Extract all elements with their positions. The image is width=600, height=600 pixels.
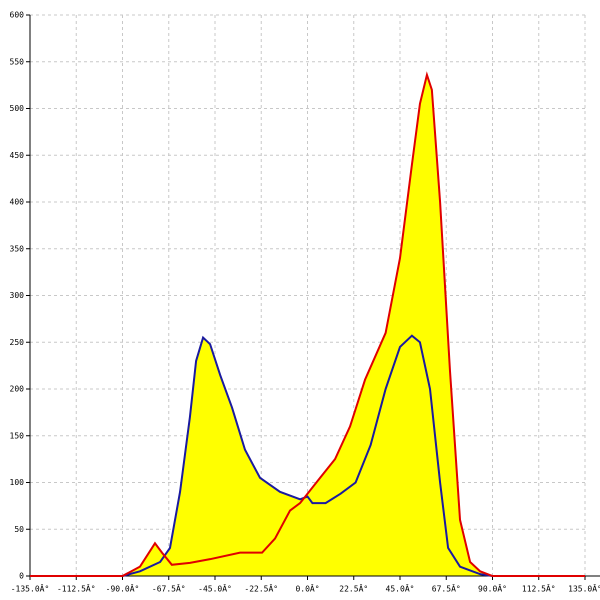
x-tick-label: 112.5Â° (522, 583, 556, 594)
y-tick-label: 400 (10, 198, 25, 207)
x-tick-label: 67.5Â° (432, 583, 461, 594)
x-tick-label: -67.5Â° (152, 583, 186, 594)
x-tick-label: -22.5Â° (244, 583, 278, 594)
x-tick-label: 90.0Â° (478, 583, 507, 594)
x-tick-label: -112.5Â° (57, 583, 96, 594)
x-tick-label: 135.0Â° (568, 583, 600, 594)
y-tick-label: 50 (14, 525, 24, 534)
x-tick-label: -135.0Â° (11, 583, 50, 594)
y-tick-label: 600 (10, 11, 25, 20)
y-tick-label: 300 (10, 291, 25, 300)
x-tick-label: 0.0Â° (295, 583, 319, 594)
line (30, 71, 585, 577)
x-tick-label: 45.0Â° (386, 583, 415, 594)
y-tick-label: 450 (10, 151, 25, 160)
y-tick-label: 550 (10, 57, 25, 66)
x-tick-label: -90.0Â° (106, 583, 140, 594)
y-tick-label: 200 (10, 385, 25, 394)
y-tick-label: 500 (10, 104, 25, 113)
y-tick-label: 100 (10, 478, 25, 487)
y-tick-label: 150 (10, 431, 25, 440)
y-tick-label: 0 (19, 572, 24, 581)
x-tick-label: 22.5Â° (339, 583, 368, 594)
y-tick-label: 350 (10, 244, 25, 253)
y-tick-label: 250 (10, 338, 25, 347)
area-fill (30, 74, 585, 576)
x-tick-label: -45.0Â° (198, 583, 232, 594)
line (122, 334, 493, 577)
